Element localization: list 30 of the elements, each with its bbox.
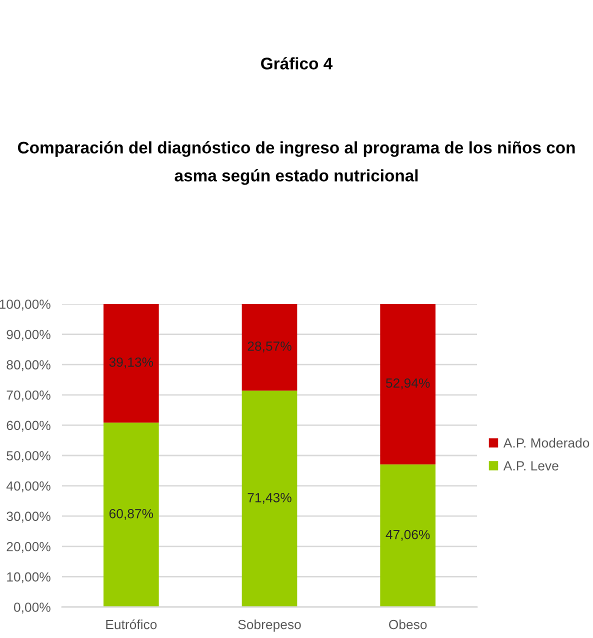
bar [380,464,436,607]
y-tick-label: 80,00% [6,360,50,372]
y-tick-label: 100,00% [0,300,50,310]
data-label: 52,94% [386,378,430,390]
y-tick-label: 30,00% [6,512,50,523]
bar [380,304,436,464]
bar [242,304,298,391]
legend-label: A.P. Leve [503,461,558,470]
y-tick-label: 10,00% [7,572,50,584]
y-tick-label: 20,00% [6,542,50,553]
data-label: 71,43% [248,492,292,504]
y-tick-label: 40,00% [6,481,50,492]
y-tick-label: 0,00% [14,602,50,614]
bar [104,304,159,423]
x-tick-label: Obeso [389,620,427,630]
bar [104,422,159,607]
chart-title: Gráfico 4 [261,57,333,70]
y-tick-label: 90,00% [6,330,50,341]
legend-label: A.P. Moderado [503,438,590,448]
bar [242,390,298,607]
chart-subtitle: Comparación del diagnóstico de ingreso al programa de los niños con asma según estado nutricional [18,141,575,185]
y-tick-label: 50,00% [6,451,50,462]
y-tick-label: 70,00% [6,390,50,402]
x-tick-label: Sobrepeso [238,620,301,632]
data-label: 60,87% [109,508,154,520]
data-label: 47,06% [386,530,430,541]
y-tick-label: 60,00% [6,420,50,432]
data-label: 39,13% [109,357,154,368]
x-tick-label: Eutrófico [106,619,157,630]
data-label: 28,57% [248,341,292,352]
